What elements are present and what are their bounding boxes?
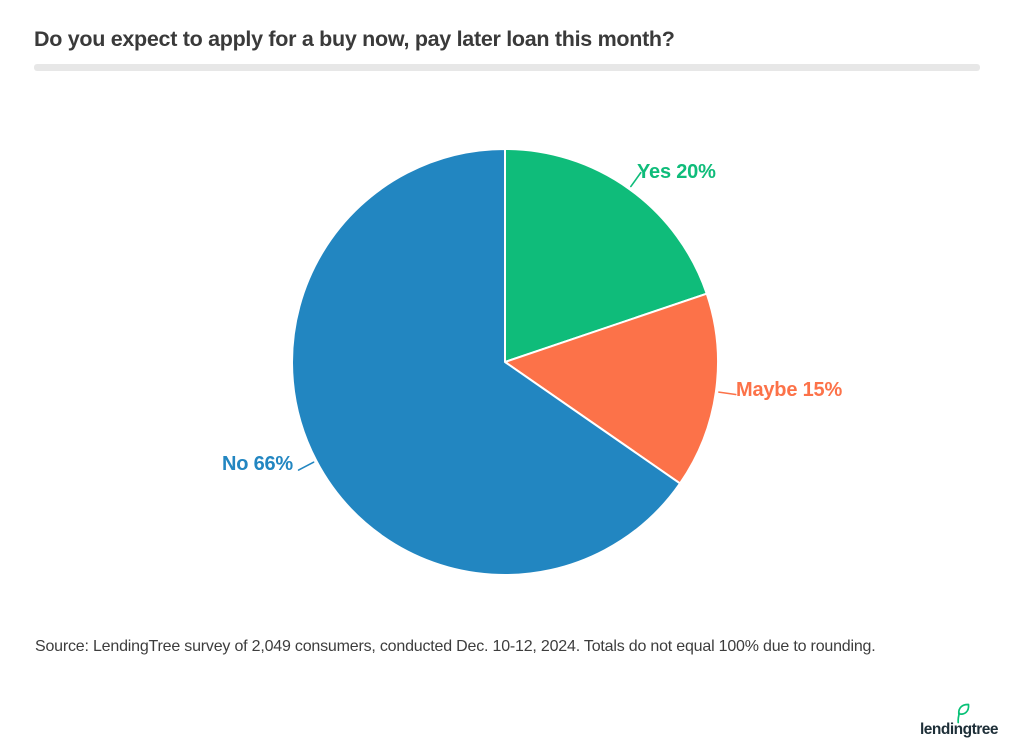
leaf-icon — [957, 703, 970, 724]
source-text: Source: LendingTree survey of 2,049 cons… — [35, 638, 876, 655]
logo-text: lendingtree — [920, 721, 999, 738]
leader-line-yes — [630, 171, 642, 188]
page-title: Do you expect to apply for a buy now, pa… — [34, 27, 675, 51]
pie-slices — [291, 148, 720, 576]
pie-label-no: No 66% — [221, 453, 293, 475]
pie-label-maybe: Maybe 15% — [736, 379, 843, 401]
leader-line-maybe — [718, 391, 737, 396]
pie-label-yes: Yes 20% — [637, 161, 716, 183]
leader-lines — [297, 171, 737, 471]
lendingtree-logo: lendingtree — [920, 703, 1016, 739]
title-divider — [34, 64, 980, 71]
pie-slice-maybe — [504, 292, 720, 485]
leader-line-no — [297, 461, 315, 471]
pie-slice-yes — [504, 148, 708, 363]
pie-slice-no — [291, 148, 682, 576]
